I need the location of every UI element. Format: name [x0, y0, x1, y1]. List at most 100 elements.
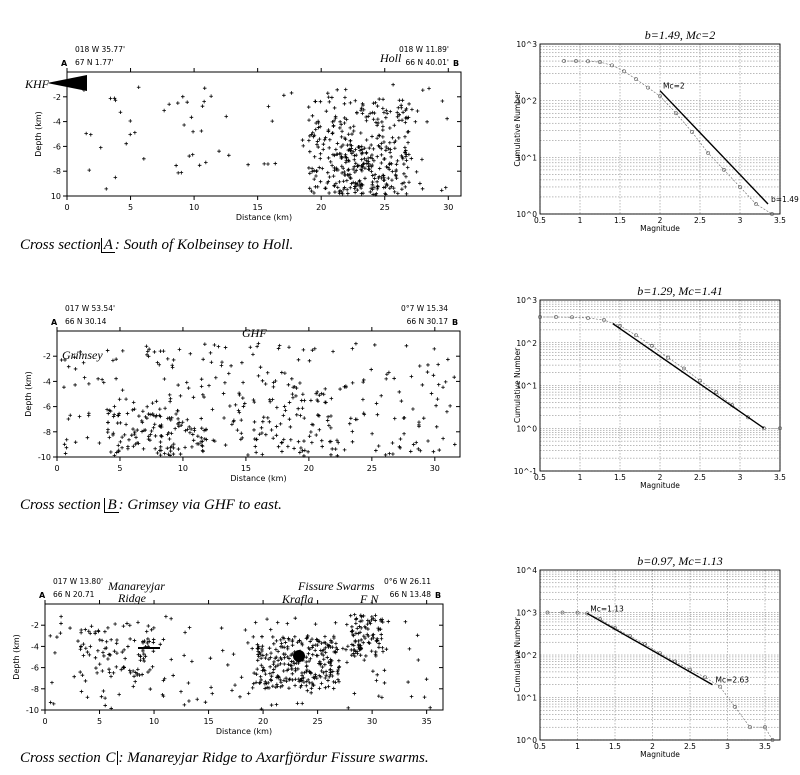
- hypocenter-mark: [325, 655, 330, 660]
- hypocenter-mark: [78, 647, 83, 652]
- hypocenter-mark: [279, 680, 283, 685]
- hypocenter-mark: [256, 374, 261, 378]
- hypocenter-mark: [326, 156, 331, 160]
- hypocenter-mark: [336, 668, 340, 672]
- gr-plot-1-x-label: Magnitude: [640, 224, 680, 233]
- hypocenter-mark: [158, 453, 163, 457]
- hypocenter-mark: [263, 656, 268, 660]
- hypocenter-mark: [332, 634, 336, 639]
- hypocenter-mark: [331, 680, 336, 684]
- hypocenter-mark: [374, 191, 379, 196]
- hypocenter-mark: [111, 433, 115, 437]
- hypocenter-mark: [339, 122, 343, 127]
- gr-plot-3-y-tick-label: 10^3: [516, 609, 537, 618]
- hypocenter-mark: [164, 614, 168, 619]
- hypocenter-mark: [232, 418, 236, 423]
- hypocenter-mark: [321, 657, 326, 662]
- gr-plot-2-point: [698, 378, 702, 383]
- section-c-y-tick-label: -2: [31, 621, 39, 630]
- hypocenter-mark: [397, 98, 402, 103]
- hypocenter-mark: [278, 422, 283, 426]
- hypocenter-mark: [155, 451, 160, 455]
- hypocenter-mark: [259, 663, 264, 668]
- hypocenter-mark: [109, 450, 113, 454]
- hypocenter-mark: [117, 692, 121, 697]
- hypocenter-mark: [79, 628, 84, 632]
- gr-plot-2-x-tick-label: 1.5: [614, 473, 626, 482]
- hypocenter-mark: [135, 428, 140, 432]
- hypocenter-mark: [176, 447, 181, 451]
- hypocenter-mark: [327, 191, 331, 195]
- hypocenter-mark: [116, 443, 121, 448]
- hypocenter-mark: [283, 640, 288, 645]
- hypocenter-mark: [108, 653, 113, 657]
- hypocenter-mark: [366, 114, 371, 119]
- hypocenter-mark: [138, 654, 143, 659]
- section-c-y-tick-label: -6: [31, 664, 39, 673]
- hypocenter-mark: [141, 447, 146, 451]
- hypocenter-mark: [425, 370, 430, 374]
- hypocenter-mark: [276, 444, 281, 449]
- hypocenter-mark: [304, 660, 309, 664]
- hypocenter-mark: [446, 357, 450, 362]
- hypocenter-mark: [375, 154, 380, 159]
- hypocenter-mark: [318, 151, 323, 156]
- hypocenter-mark: [359, 151, 364, 156]
- gr-plot-3-y-tick-label: 10^4: [516, 566, 537, 575]
- hypocenter-mark: [202, 99, 206, 104]
- khf-arrow-icon: [47, 75, 87, 91]
- hypocenter-mark: [369, 618, 374, 622]
- hypocenter-mark: [362, 156, 367, 161]
- section-a-label-holl: Holl: [379, 51, 402, 65]
- hypocenter-mark: [374, 678, 379, 683]
- hypocenter-mark: [158, 445, 163, 449]
- hypocenter-mark: [278, 662, 283, 666]
- hypocenter-mark: [343, 95, 347, 100]
- hypocenter-mark: [114, 641, 119, 646]
- hypocenter-mark: [314, 637, 319, 642]
- hypocenter-mark: [376, 444, 381, 448]
- hypocenter-mark: [151, 649, 156, 653]
- hypocenter-mark: [379, 141, 384, 146]
- section-b-label-grimsey: Grimsey: [62, 348, 103, 362]
- hypocenter-mark: [383, 453, 388, 457]
- hypocenter-mark: [348, 101, 353, 105]
- hypocenter-mark: [328, 645, 333, 649]
- hypocenter-mark: [384, 377, 389, 381]
- hypocenter-mark: [404, 158, 409, 163]
- hypocenter-mark: [143, 654, 148, 659]
- hypocenter-mark: [312, 676, 317, 681]
- hypocenter-mark: [97, 441, 102, 445]
- hypocenter-mark: [326, 91, 330, 95]
- section-c-frame: [44, 603, 444, 711]
- hypocenter-mark: [132, 638, 137, 643]
- hypocenter-mark: [298, 381, 302, 385]
- hypocenter-mark: [385, 372, 389, 377]
- hypocenter-mark: [298, 685, 303, 689]
- hypocenter-mark: [354, 341, 358, 346]
- hypocenter-mark: [317, 165, 322, 170]
- hypocenter-mark: [361, 411, 366, 416]
- section-a-x-label: Distance (km): [236, 213, 292, 222]
- hypocenter-mark: [113, 98, 118, 103]
- hypocenter-mark: [114, 665, 119, 669]
- hypocenter-mark: [199, 426, 204, 430]
- hypocenter-mark: [267, 397, 272, 402]
- hypocenter-mark: [376, 117, 380, 121]
- hypocenter-mark: [294, 386, 299, 390]
- section-b-hypocenters: [59, 341, 457, 458]
- hypocenter-mark: [390, 178, 394, 182]
- hypocenter-mark: [317, 686, 322, 691]
- hypocenter-mark: [145, 349, 150, 354]
- hypocenter-mark: [365, 622, 370, 626]
- hypocenter-mark: [251, 352, 255, 357]
- hypocenter-mark: [372, 176, 377, 181]
- hypocenter-mark: [80, 673, 85, 677]
- hypocenter-mark: [281, 437, 286, 442]
- hypocenter-mark: [439, 188, 444, 193]
- hypocenter-mark: [366, 156, 370, 160]
- hypocenter-mark: [170, 363, 175, 368]
- hypocenter-mark: [239, 418, 244, 422]
- hypocenter-mark: [329, 396, 334, 401]
- hypocenter-mark: [281, 413, 286, 418]
